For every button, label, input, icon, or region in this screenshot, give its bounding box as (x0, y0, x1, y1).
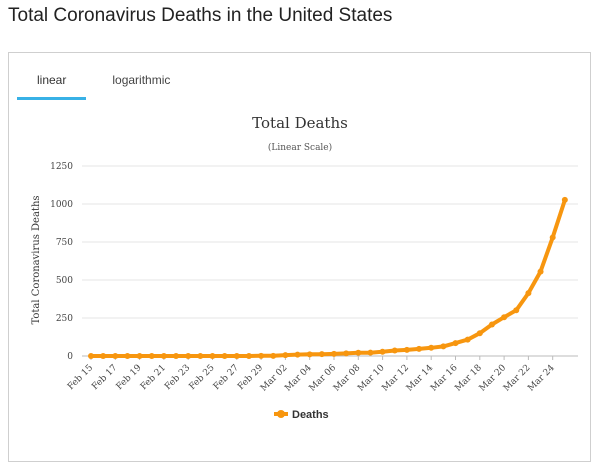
data-point[interactable] (464, 336, 471, 343)
data-point[interactable] (403, 346, 410, 353)
legend[interactable]: Deaths (274, 409, 329, 421)
data-point[interactable] (221, 353, 228, 359)
x-tick-label: Feb 19 (115, 363, 144, 392)
data-point[interactable] (452, 340, 459, 347)
data-point[interactable] (488, 321, 495, 328)
scale-tabs: linear logarithmic (17, 63, 190, 100)
x-tick-label: Feb 25 (188, 363, 217, 392)
data-point[interactable] (440, 343, 447, 350)
y-tick-label: 1250 (50, 162, 73, 172)
chart-subtitle: (Linear Scale) (268, 142, 332, 153)
data-point[interactable] (331, 350, 337, 357)
data-point[interactable] (100, 353, 107, 359)
y-tick-label: 750 (56, 238, 73, 248)
data-point[interactable] (501, 314, 508, 321)
data-point[interactable] (245, 353, 252, 359)
chart-title: Total Deaths (252, 114, 348, 132)
data-point[interactable] (537, 268, 544, 275)
y-tick-label: 500 (56, 276, 73, 286)
x-tick-label: Feb 15 (66, 363, 95, 392)
data-point[interactable] (525, 290, 532, 297)
data-point[interactable] (294, 351, 301, 358)
data-point[interactable] (197, 353, 204, 359)
data-point[interactable] (270, 352, 277, 359)
page-title: Total Coronavirus Deaths in the United S… (8, 5, 393, 26)
data-point[interactable] (112, 353, 119, 359)
data-point[interactable] (124, 353, 131, 359)
data-point[interactable] (160, 353, 167, 359)
y-tick-label: 250 (56, 314, 73, 324)
data-point[interactable] (379, 348, 386, 355)
tab-linear[interactable]: linear (17, 63, 87, 100)
data-point[interactable] (173, 353, 180, 359)
x-tick-label: Mar 24 (526, 363, 557, 394)
data-point[interactable] (318, 351, 325, 358)
chart-panel: linear logarithmic (8, 52, 591, 462)
data-point[interactable] (306, 351, 313, 358)
tab-logarithmic[interactable]: logarithmic (112, 73, 171, 87)
data-point[interactable] (88, 353, 94, 359)
data-point[interactable] (343, 350, 350, 357)
y-tick-label: 1000 (50, 200, 73, 210)
x-tick-label: Feb 17 (90, 363, 119, 392)
data-point[interactable] (476, 330, 483, 337)
data-point[interactable] (513, 307, 520, 314)
legend-marker (277, 410, 285, 418)
grid-lines (82, 165, 578, 357)
data-point[interactable] (282, 352, 289, 359)
x-tick-label: Feb 21 (139, 363, 168, 392)
data-point[interactable] (416, 345, 423, 352)
data-point[interactable] (148, 353, 155, 359)
data-point[interactable] (561, 196, 568, 203)
data-point[interactable] (367, 349, 374, 356)
x-tick-label: Feb 27 (212, 363, 241, 392)
data-point[interactable] (355, 349, 362, 356)
data-point[interactable] (209, 353, 216, 359)
data-point[interactable] (258, 352, 265, 359)
data-point[interactable] (233, 353, 240, 359)
x-tick-label: Feb 23 (163, 363, 192, 392)
data-point[interactable] (391, 347, 398, 354)
y-tick-label: 0 (67, 352, 73, 362)
data-point[interactable] (549, 234, 556, 241)
y-axis-title: Total Coronavirus Deaths (31, 195, 42, 324)
legend-label: Deaths (292, 409, 329, 421)
series-deaths (88, 196, 568, 359)
series-line (89, 197, 567, 358)
data-point[interactable] (185, 353, 192, 359)
data-point[interactable] (428, 344, 435, 351)
data-point[interactable] (136, 353, 143, 359)
y-tick-labels: 0 250 500 750 1000 1250 (50, 162, 73, 362)
